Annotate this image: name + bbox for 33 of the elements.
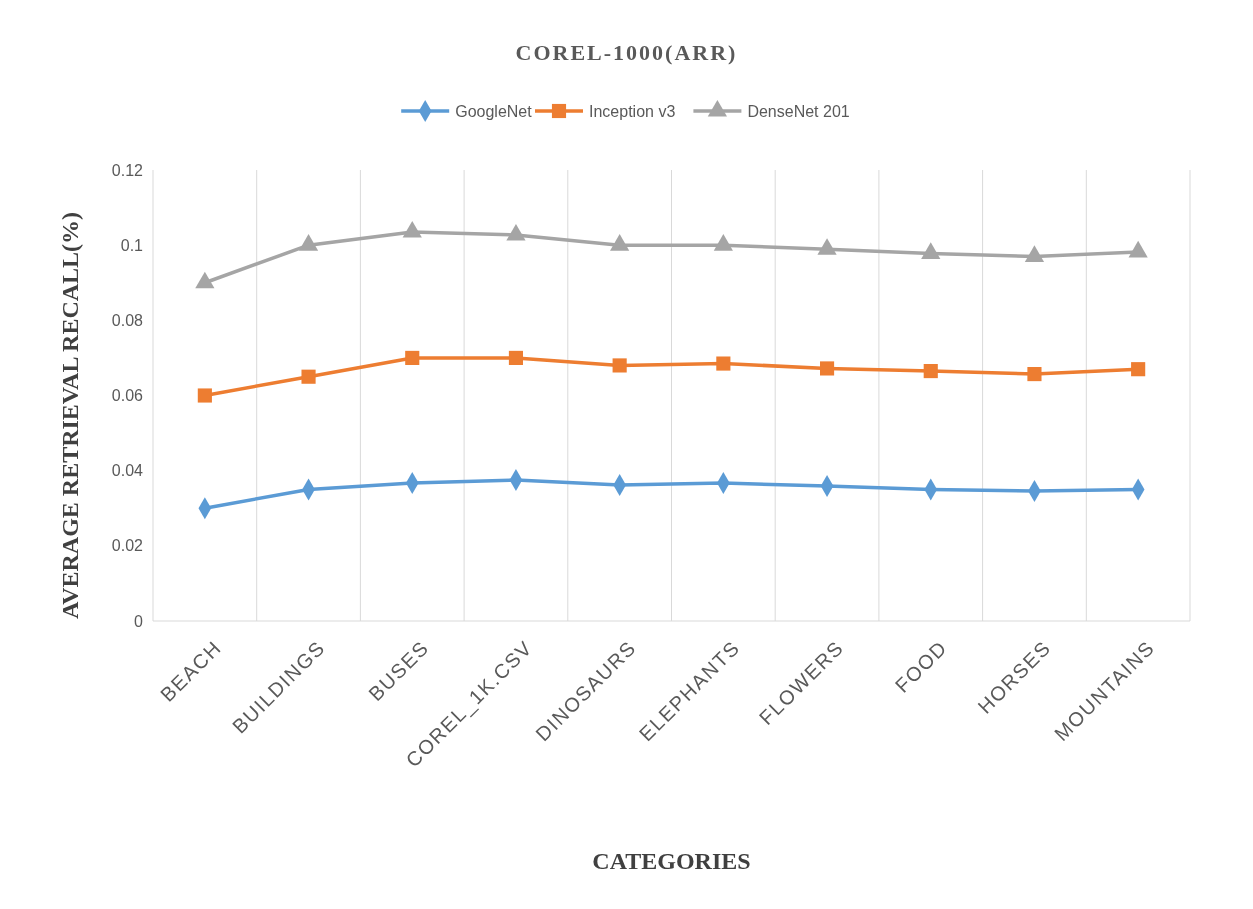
point — [1128, 240, 1148, 258]
point — [921, 242, 941, 259]
point — [405, 350, 420, 365]
point — [195, 271, 215, 289]
chart-title: COREL-1000(ARR) — [515, 40, 738, 65]
point — [1024, 245, 1045, 262]
y-tick-label: 0.06 — [111, 387, 144, 405]
point — [1027, 367, 1042, 382]
y-tick-label: 0.12 — [111, 161, 144, 179]
point — [610, 234, 630, 251]
point — [506, 223, 526, 241]
y-tick-label: 0.02 — [111, 537, 144, 555]
point — [716, 356, 731, 371]
legend-label: GoogleNet — [455, 102, 533, 120]
point — [1131, 362, 1146, 377]
x-axis-title: CATEGORIES — [592, 848, 751, 874]
point — [819, 361, 835, 376]
y-tick-label: 0.08 — [111, 311, 144, 329]
y-axis-title: AVERAGE RETRIEVAL RECALL(%) — [57, 211, 83, 620]
point — [197, 388, 212, 403]
legend-label: DenseNet 201 — [747, 102, 850, 120]
point — [301, 369, 316, 384]
point — [612, 358, 627, 373]
point — [713, 234, 733, 251]
y-tick-label: 0 — [134, 612, 144, 630]
point — [298, 234, 319, 251]
y-tick-label: 0.04 — [111, 462, 144, 480]
point — [817, 238, 837, 255]
point — [508, 350, 524, 365]
y-tick-label: 0.1 — [120, 236, 144, 254]
point — [923, 364, 938, 379]
legend-label: Inception v3 — [589, 102, 676, 120]
point — [402, 220, 422, 238]
